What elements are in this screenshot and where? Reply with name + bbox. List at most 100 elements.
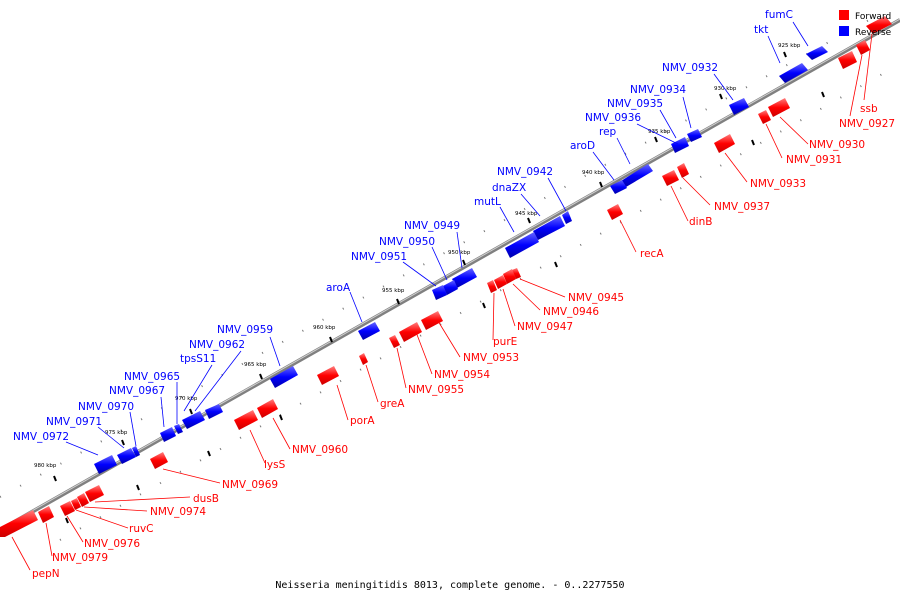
gene-NMV_0967[interactable]	[160, 427, 176, 442]
label-NMV_0949: NMV_0949	[404, 220, 460, 232]
forward-labels: ssb NMV_0927 NMV_0930 NMV_0931 NMV_0933 …	[32, 103, 895, 580]
gene-dusB[interactable]	[85, 485, 104, 502]
label-NMV_0935: NMV_0935	[607, 98, 663, 110]
label-NMV_0947: NMV_0947	[517, 321, 573, 333]
label-NMV_0976: NMV_0976	[84, 538, 140, 550]
label-NMV_0960: NMV_0960	[292, 444, 348, 456]
label-NMV_0959: NMV_0959	[217, 324, 273, 336]
label-lysS: lysS	[264, 459, 286, 471]
gene-NMV_0946[interactable]	[503, 269, 516, 284]
tick-label: 980 kbp	[34, 463, 57, 469]
tick-marks	[53, 51, 825, 524]
gene-NMV_0949[interactable]	[452, 268, 477, 288]
label-tkt: tkt	[754, 24, 768, 36]
label-NMV_0970: NMV_0970	[78, 401, 134, 413]
gene-NMV_0937[interactable]	[677, 163, 689, 178]
label-NMV_0946: NMV_0946	[543, 306, 599, 318]
gene-NMV_0962[interactable]	[205, 404, 223, 419]
label-tpsS11: tpsS11	[180, 353, 216, 365]
legend-reverse-label: Reverse	[855, 28, 892, 38]
label-ruvC: ruvC	[129, 523, 154, 535]
label-NMV_0927: NMV_0927	[839, 118, 895, 130]
gene-rep[interactable]	[621, 164, 653, 187]
gene-ruvC[interactable]	[71, 498, 81, 510]
genome-backbone-highlight	[0, 18, 900, 530]
label-NMV_0942: NMV_0942	[497, 166, 553, 178]
gene-NMV_0927[interactable]	[856, 40, 870, 55]
gene-NMV_0950[interactable]	[443, 280, 458, 295]
reverse-genes	[94, 46, 828, 474]
label-porA: porA	[350, 415, 375, 427]
tick-labels: 925 kbp 930 kbp 935 kbp 940 kbp 945 kbp …	[34, 43, 801, 469]
label-dnaZX: dnaZX	[492, 182, 526, 194]
gene-porA[interactable]	[317, 366, 339, 385]
tick-label: 955 kbp	[382, 288, 405, 294]
label-NMV_0937: NMV_0937	[714, 201, 770, 213]
label-NMV_0951: NMV_0951	[351, 251, 407, 263]
gene-aroA[interactable]	[358, 322, 380, 340]
gene-NMV_0932[interactable]	[729, 98, 749, 115]
gene-ssb[interactable]	[866, 16, 892, 34]
label-NMV_0954: NMV_0954	[434, 369, 490, 381]
label-aroA: aroA	[326, 282, 351, 294]
gene-NMV_0942[interactable]	[562, 211, 572, 224]
gene-NMV_0951[interactable]	[432, 285, 447, 300]
tick-label: 975 kbp	[105, 430, 128, 436]
label-NMV_0962: NMV_0962	[189, 339, 245, 351]
label-NMV_0932: NMV_0932	[662, 62, 718, 74]
gene-aroD[interactable]	[610, 180, 627, 194]
tick-label: 970 kbp	[175, 396, 198, 402]
gene-tkt[interactable]	[779, 63, 808, 83]
label-NMV_0972: NMV_0972	[13, 431, 69, 443]
gene-NMV_0930[interactable]	[768, 98, 790, 117]
gene-NMV_0934[interactable]	[687, 129, 702, 142]
label-greA: greA	[380, 398, 405, 410]
gene-dnaZX[interactable]	[533, 216, 565, 240]
gene-NMV_0979[interactable]	[38, 506, 54, 523]
tick-label: 945 kbp	[515, 211, 538, 217]
label-NMV_0933: NMV_0933	[750, 178, 806, 190]
lower-guide	[59, 63, 900, 541]
gene-NMV_0955[interactable]	[389, 335, 400, 348]
gene-NMV_0969[interactable]	[150, 452, 168, 469]
reverse-leaders	[65, 21, 809, 456]
label-NMV_0936: NMV_0936	[585, 112, 641, 124]
gene-NMV_0945[interactable]	[512, 268, 521, 279]
label-NMV_0931: NMV_0931	[786, 154, 842, 166]
gene-NMV_0933[interactable]	[714, 134, 735, 153]
gene-NMV_0935[interactable]	[671, 137, 689, 153]
gene-NMV_0947[interactable]	[494, 275, 507, 289]
gene-NMV_0972[interactable]	[94, 455, 117, 474]
gene-NMV_0953[interactable]	[421, 311, 443, 330]
label-NMV_0969: NMV_0969	[222, 479, 278, 491]
gene-NMV_0954[interactable]	[399, 322, 422, 342]
gene-NMV_0959[interactable]	[270, 366, 298, 388]
gene-NMV_0971[interactable]	[117, 448, 136, 464]
gene-NMV_0976[interactable]	[60, 501, 75, 516]
gene-NMV_0974[interactable]	[77, 493, 89, 507]
genome-backbone	[0, 18, 900, 532]
gene-lysS[interactable]	[234, 410, 258, 430]
gene-tpsS11[interactable]	[182, 411, 205, 429]
label-NMV_0974: NMV_0974	[150, 506, 206, 518]
tick-label: 950 kbp	[448, 250, 471, 256]
legend-forward-swatch	[839, 10, 849, 20]
label-NMV_0965: NMV_0965	[124, 371, 180, 383]
gene-pepN[interactable]	[0, 510, 38, 537]
gene-dinB[interactable]	[662, 170, 679, 186]
gene-NMV_0927b[interactable]	[838, 51, 857, 69]
reverse-labels: fumC tkt NMV_0932 NMV_0934 NMV_0935 NMV_…	[13, 9, 793, 443]
label-NMV_0955: NMV_0955	[408, 384, 464, 396]
gene-NMV_0965[interactable]	[174, 424, 183, 434]
gene-NMV_0970[interactable]	[132, 446, 140, 457]
gene-recA[interactable]	[607, 204, 623, 220]
gene-NMV_0960[interactable]	[257, 399, 278, 418]
gene-mutL[interactable]	[505, 232, 539, 258]
gene-purE[interactable]	[487, 280, 497, 293]
gene-fumC[interactable]	[806, 46, 828, 60]
gene-NMV_0931[interactable]	[758, 110, 771, 124]
label-recA: recA	[640, 248, 664, 260]
label-dusB: dusB	[193, 493, 219, 505]
gene-greA[interactable]	[359, 353, 368, 365]
